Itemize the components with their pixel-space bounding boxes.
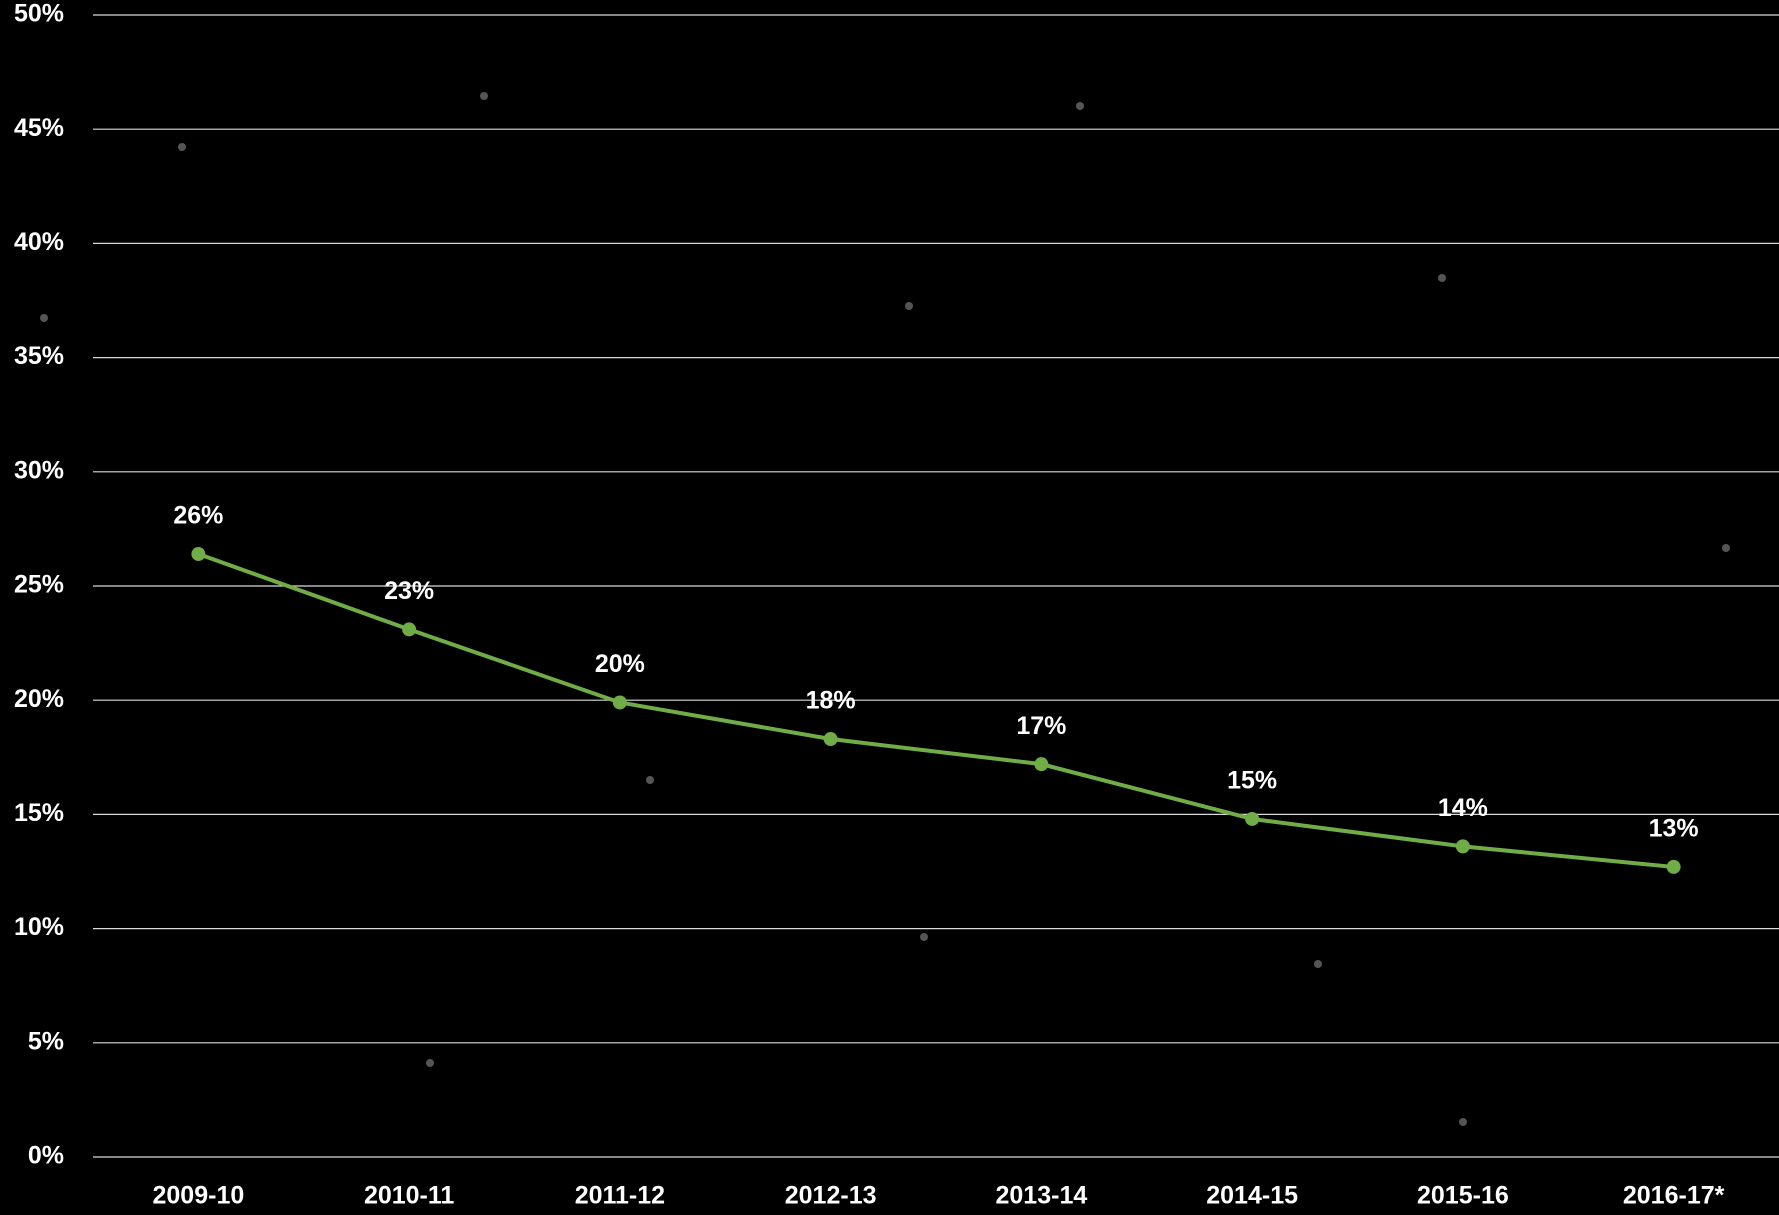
- data-label: 23%: [384, 577, 434, 605]
- x-tick-label: 2010-11: [364, 1182, 454, 1210]
- point: [612, 695, 627, 710]
- point: [1245, 811, 1260, 826]
- data-label: 18%: [806, 687, 856, 715]
- point: [1034, 757, 1049, 772]
- point: [402, 622, 417, 637]
- data-label: 13%: [1649, 815, 1699, 843]
- x-tick-label: 2012-13: [785, 1182, 877, 1210]
- star: [1722, 544, 1730, 552]
- point: [1666, 859, 1681, 874]
- y-tick-label: 35%: [14, 342, 64, 370]
- star: [646, 776, 654, 784]
- y-tick-label: 0%: [28, 1142, 64, 1170]
- star: [480, 92, 488, 100]
- y-tick-label: 30%: [14, 456, 64, 484]
- data-label: 14%: [1438, 794, 1488, 822]
- y-tick-label: 25%: [14, 571, 64, 599]
- x-tick-label: 2015-16: [1417, 1182, 1509, 1210]
- star: [178, 143, 186, 151]
- star: [40, 314, 48, 322]
- y-tick-label: 15%: [14, 799, 64, 827]
- x-tick-label: 2011-12: [575, 1182, 665, 1210]
- data-label: 20%: [595, 650, 645, 678]
- y-tick-label: 10%: [14, 913, 64, 941]
- y-tick-label: 5%: [28, 1027, 64, 1055]
- y-tick-label: 40%: [14, 228, 64, 256]
- stars: [40, 92, 1730, 1126]
- star: [1076, 102, 1084, 110]
- star: [1459, 1118, 1467, 1126]
- data-label: 17%: [1016, 712, 1066, 740]
- point: [1455, 839, 1470, 854]
- y-tick-label: 50%: [14, 0, 64, 28]
- x-tick-label: 2009-10: [153, 1182, 245, 1210]
- y-tick-label: 20%: [14, 685, 64, 713]
- star: [1314, 960, 1322, 968]
- y-tick-label: 45%: [14, 114, 64, 142]
- x-tick-label: 2016-17*: [1623, 1182, 1725, 1210]
- data-label: 15%: [1227, 767, 1277, 795]
- data-label: 26%: [173, 502, 223, 530]
- x-tick-label: 2013-14: [996, 1182, 1088, 1210]
- star: [426, 1059, 434, 1067]
- point: [823, 732, 838, 747]
- point: [191, 547, 206, 562]
- star: [905, 302, 913, 310]
- x-tick-label: 2014-15: [1206, 1182, 1298, 1210]
- series-line: [197, 552, 1674, 869]
- star: [920, 933, 928, 941]
- star: [1438, 274, 1446, 282]
